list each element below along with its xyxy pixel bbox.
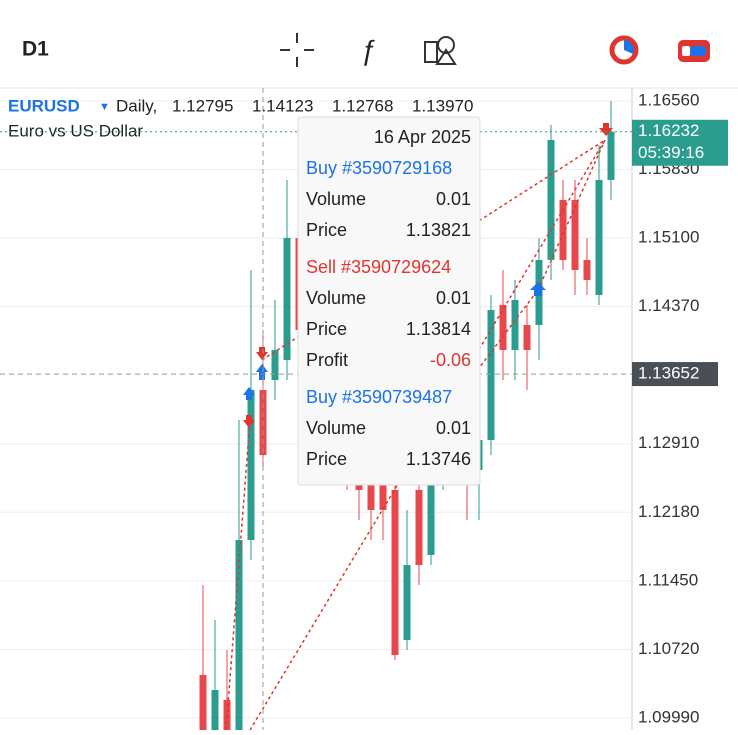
candle-body [247, 389, 255, 541]
crosshair-icon[interactable] [280, 33, 314, 67]
order-value: 0.01 [436, 288, 471, 308]
crosshair-price: 1.13652 [638, 364, 699, 383]
indicator-icon[interactable]: ƒ [360, 34, 376, 65]
order-title[interactable]: Buy #3590729168 [306, 158, 452, 178]
y-tick-label: 1.12910 [638, 433, 699, 452]
candle-body [523, 324, 531, 351]
current-price: 1.16232 [638, 121, 699, 140]
tooltip: 16 Apr 2025 Buy #3590729168 Volume 0.01 Pri… [297, 116, 481, 486]
candle-body [199, 674, 207, 730]
order-field: Price [306, 220, 347, 240]
candle-body [403, 564, 411, 641]
candle-body [235, 540, 243, 730]
order-field: Volume [306, 418, 366, 438]
timeframe[interactable]: D1 [22, 38, 49, 61]
period: Daily, [116, 96, 157, 115]
order-value: 1.13821 [406, 220, 471, 240]
order-title[interactable]: Sell #3590729624 [306, 257, 451, 277]
candle-body [547, 139, 555, 260]
tooltip-box [297, 116, 481, 486]
crosshair-price-box [632, 362, 718, 387]
tooltip-date: 16 Apr 2025 [374, 127, 471, 147]
order-field: Volume [306, 288, 366, 308]
candle-body [595, 179, 603, 295]
ohlc-value: 1.13970 [412, 96, 473, 115]
y-tick-label: 1.15100 [638, 228, 699, 247]
candle-body [511, 299, 519, 351]
candle-body [379, 484, 387, 510]
candle-body [571, 199, 579, 271]
candle-body [559, 199, 567, 260]
candle-body [415, 489, 423, 565]
order-value: 0.01 [436, 189, 471, 209]
symbol-dropdown[interactable]: ▼ [99, 101, 110, 113]
symbol[interactable]: EURUSD [8, 96, 80, 115]
description: Euro vs US Dollar [8, 121, 143, 140]
candle-body [499, 304, 507, 351]
candle-body [487, 310, 495, 440]
ohlc-value: 1.14123 [252, 96, 313, 115]
candle-body [583, 259, 591, 280]
y-tick-label: 1.11450 [638, 570, 698, 589]
order-value: 1.13814 [406, 319, 471, 339]
candle-body [367, 479, 375, 510]
order-title[interactable]: Buy #3590739487 [306, 387, 452, 407]
candle-body [391, 489, 399, 655]
ohlc-value: 1.12795 [172, 96, 233, 115]
y-tick-label: 1.16560 [638, 90, 699, 109]
candle-body [607, 131, 615, 180]
order-value: 1.13746 [406, 449, 471, 469]
order-field: Price [306, 319, 347, 339]
objects-icon[interactable] [424, 36, 457, 65]
y-tick-label: 1.10720 [638, 639, 699, 658]
candle-body [283, 237, 291, 360]
order-field: Volume [306, 189, 366, 209]
candle-body [271, 350, 279, 380]
y-tick-label: 1.12180 [638, 502, 699, 521]
trade-icon[interactable] [678, 40, 710, 62]
candle-body [223, 699, 231, 730]
time-icon[interactable] [609, 35, 639, 65]
current-price-box [632, 119, 728, 166]
y-tick-label: 1.14370 [638, 296, 699, 315]
order-field: Price [306, 449, 347, 469]
trade-arrows [243, 123, 613, 428]
ohlc-value: 1.12768 [332, 96, 393, 115]
order-value: -0.06 [430, 350, 471, 370]
countdown: 05:39:16 [638, 143, 704, 162]
order-value: 0.01 [436, 418, 471, 438]
y-tick-label: 1.09990 [638, 707, 699, 726]
order-field: Profit [306, 350, 348, 370]
candle-body [427, 479, 435, 555]
candle-body [211, 689, 219, 730]
